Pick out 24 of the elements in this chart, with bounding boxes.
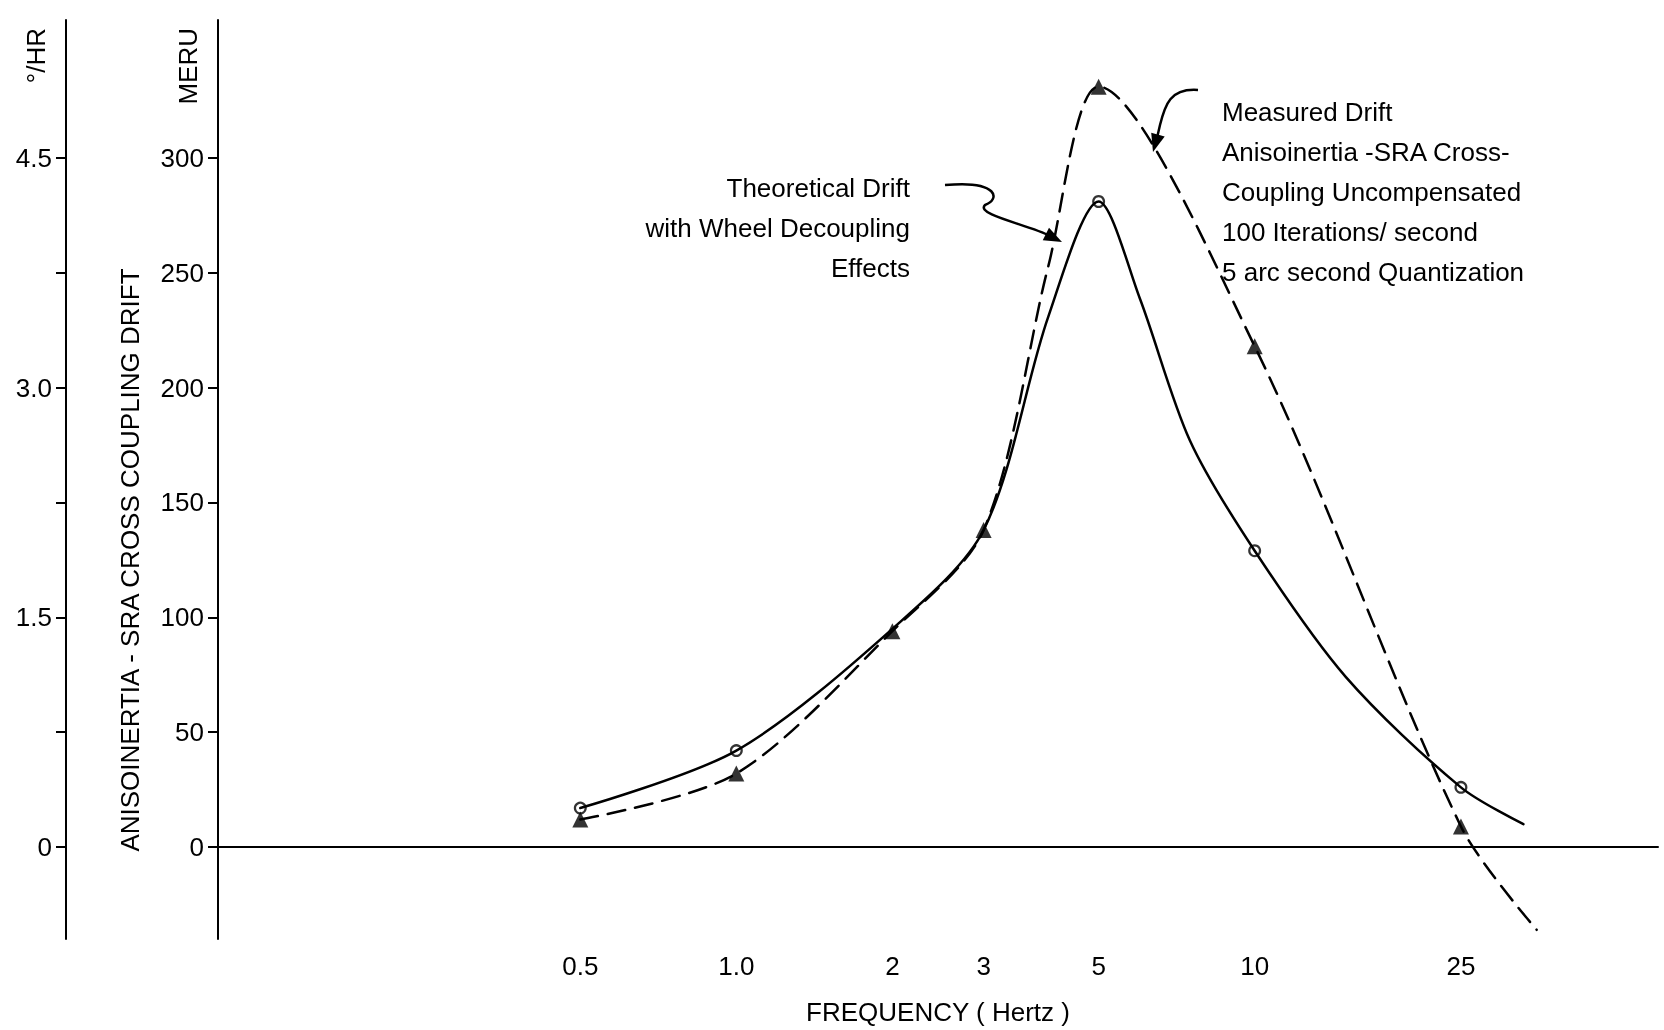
y2-axis-title: °/HR <box>21 28 51 84</box>
y2-tick-label: 3.0 <box>15 372 52 403</box>
x-tick-label: 3 <box>976 951 991 981</box>
x-axis-title: FREQUENCY ( Hertz ) <box>806 997 1070 1027</box>
annotation: Theoretical Drift with Wheel Decoupling Effects <box>644 173 911 283</box>
y2-tick-label: 1.5 <box>15 602 52 633</box>
annotation: Measured Drift Anisoinertia -SRA Cross- Coupling Uncompensated 100 Iterations/ second 5 arc second Quantization <box>1222 97 1525 287</box>
y-tick-label: 300 <box>160 142 204 173</box>
x-tick-label: 1.0 <box>718 951 755 981</box>
x-tick-label: 2 <box>885 951 900 981</box>
y-tick-label: 200 <box>160 372 204 403</box>
y-tick-label: 0 <box>189 832 204 863</box>
x-tick-label: 25 <box>1446 951 1476 981</box>
x-tick-label: 0.5 <box>562 951 599 981</box>
y-axis-title: MERU <box>173 28 203 105</box>
x-tick-label: 10 <box>1240 951 1270 981</box>
y-tick-label: 250 <box>160 257 204 288</box>
y-tick-label: 100 <box>160 602 204 633</box>
y2-tick-label: 4.5 <box>15 142 52 173</box>
x-tick-label: 5 <box>1091 951 1106 981</box>
text: ANISOINERTIA - SRA CROSS COUPLING DRIFT <box>115 268 145 852</box>
y-tick-label: 150 <box>160 487 204 518</box>
y-tick-label: 50 <box>175 717 204 748</box>
y2-tick-label: 0 <box>37 832 52 863</box>
